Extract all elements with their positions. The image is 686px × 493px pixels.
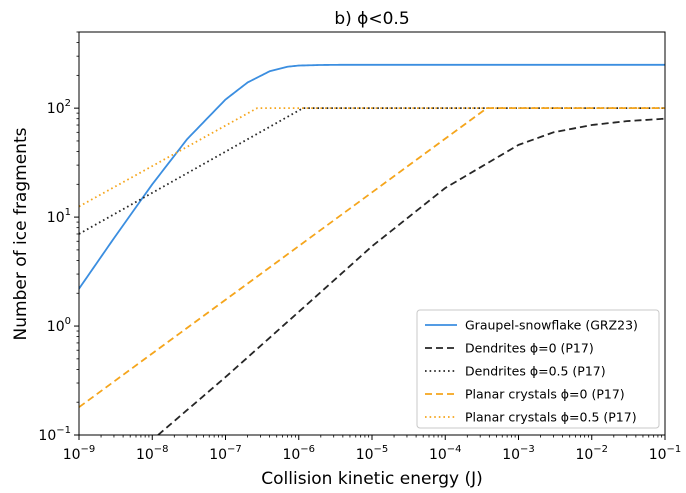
y-tick-label: 100 bbox=[47, 316, 71, 335]
series-layer bbox=[79, 63, 665, 435]
y-tick-label: 102 bbox=[47, 98, 71, 117]
x-axis-label: Collision kinetic energy (J) bbox=[261, 469, 482, 489]
x-tick-label: 10−5 bbox=[356, 444, 389, 463]
legend-label: Planar crystals ϕ=0.5 (P17) bbox=[465, 410, 637, 425]
legend-label: Graupel-snowflake (GRZ23) bbox=[465, 318, 638, 333]
x-tick-label: 10−3 bbox=[502, 444, 535, 463]
chart-title: b) ϕ<0.5 bbox=[334, 9, 409, 29]
series-line-dendrites-0-5-p17 bbox=[79, 107, 665, 235]
y-tick-label: 10−1 bbox=[38, 425, 71, 444]
x-tick-label: 10−9 bbox=[63, 444, 96, 463]
y-axis-label: Number of ice fragments bbox=[11, 127, 31, 340]
series-line-dendrites-0-p17 bbox=[157, 117, 665, 435]
x-tick-label: 10−1 bbox=[649, 444, 682, 463]
y-tick-label: 101 bbox=[47, 207, 71, 226]
x-tick-label: 10−4 bbox=[429, 444, 462, 463]
tick-layer: 10−9 10−8 10−7 10−6 10−5 10−4 10−3 10−2 10−1 10−1… bbox=[38, 31, 682, 463]
legend-label: Dendrites ϕ=0.5 (P17) bbox=[465, 364, 606, 379]
series-line-graupel-snowflake-grz23 bbox=[79, 63, 665, 290]
legend-label: Dendrites ϕ=0 (P17) bbox=[465, 341, 594, 356]
x-tick-label: 10−8 bbox=[136, 444, 169, 463]
legend-box bbox=[416, 309, 660, 429]
x-tick-label: 10−6 bbox=[282, 444, 315, 463]
legend: Graupel-snowflake (GRZ23) Dendrites ϕ=0 (… bbox=[416, 309, 660, 429]
x-tick-label: 10−7 bbox=[209, 444, 242, 463]
x-tick-label: 10−2 bbox=[575, 444, 608, 463]
legend-label: Planar crystals ϕ=0 (P17) bbox=[465, 387, 625, 402]
series-line-planar-crystals-0-5-p17 bbox=[79, 107, 665, 208]
